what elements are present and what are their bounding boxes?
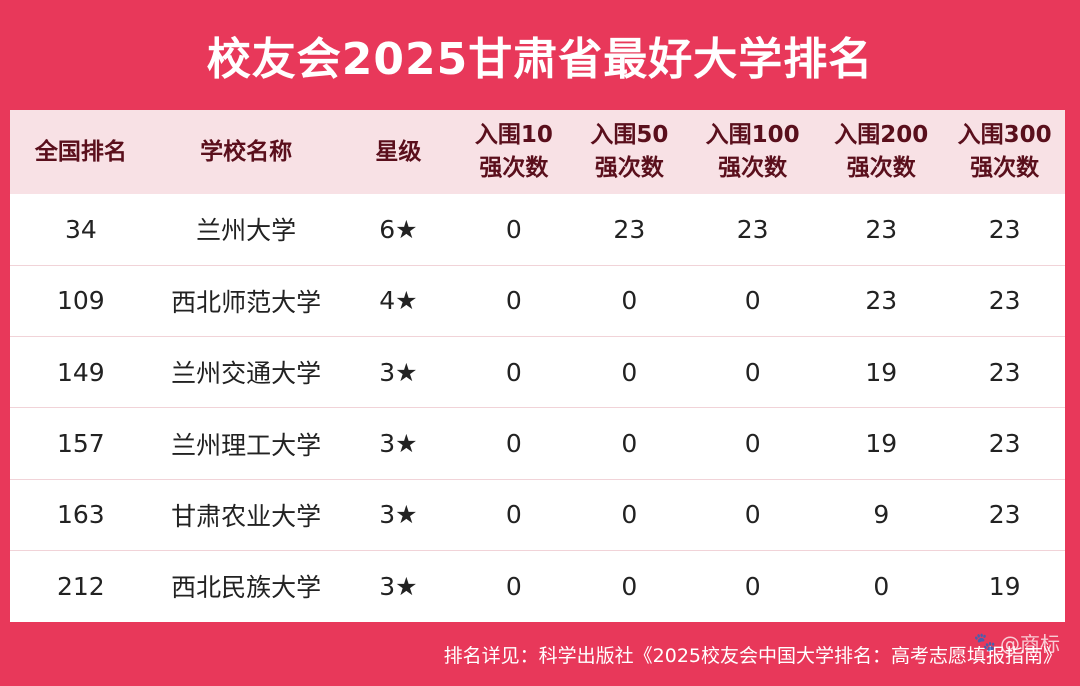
top10-cell: 0 bbox=[505, 429, 522, 459]
top200-cell: 19 bbox=[865, 357, 898, 387]
header-top100-count: 入围100 强次数 bbox=[705, 122, 800, 181]
top50-cell: 0 bbox=[621, 357, 638, 387]
page-title: 校友会2025甘肃省最好大学排名 bbox=[206, 34, 874, 85]
top100-cell: 0 bbox=[744, 500, 761, 530]
rank-cell: 149 bbox=[56, 357, 105, 387]
ranking-table: 全国排名 学校名称 星级 入围10 强次数 入围50 强次数 入围100 强次数… bbox=[10, 110, 1065, 622]
top10-cell: 0 bbox=[505, 571, 522, 601]
top200-cell: 0 bbox=[873, 571, 890, 601]
school-name-cell: 兰州理工大学 bbox=[171, 430, 322, 460]
table-row: 109 西北师范大学 4★ 0 0 0 23 23 bbox=[10, 265, 1065, 337]
top200-cell: 23 bbox=[865, 214, 898, 244]
top100-cell: 0 bbox=[744, 429, 761, 459]
top50-cell: 23 bbox=[613, 214, 646, 244]
school-name-cell: 兰州交通大学 bbox=[171, 359, 322, 389]
header-national-rank: 全国排名 bbox=[34, 138, 127, 165]
rank-cell: 212 bbox=[56, 571, 105, 601]
star-cell: 3★ bbox=[379, 571, 418, 601]
top300-cell: 23 bbox=[988, 429, 1021, 459]
star-cell: 3★ bbox=[379, 357, 418, 387]
top10-cell: 0 bbox=[505, 286, 522, 316]
school-name-cell: 西北师范大学 bbox=[171, 287, 322, 317]
table-header-row: 全国排名 学校名称 星级 入围10 强次数 入围50 强次数 入围100 强次数… bbox=[10, 110, 1065, 194]
ranking-table-card: 全国排名 学校名称 星级 入围10 强次数 入围50 强次数 入围100 强次数… bbox=[10, 110, 1065, 622]
rank-cell: 34 bbox=[64, 214, 97, 244]
paw-icon: 🐾 bbox=[973, 632, 996, 653]
star-cell: 4★ bbox=[379, 286, 418, 316]
school-name-cell: 西北民族大学 bbox=[171, 573, 322, 603]
top50-cell: 0 bbox=[621, 429, 638, 459]
rank-cell: 157 bbox=[56, 429, 105, 459]
top50-cell: 0 bbox=[621, 571, 638, 601]
header-top300-count: 入围300 强次数 bbox=[957, 122, 1052, 181]
table-row: 212 西北民族大学 3★ 0 0 0 0 19 bbox=[10, 550, 1065, 621]
top50-cell: 0 bbox=[621, 500, 638, 530]
header-top200-count: 入围200 强次数 bbox=[834, 122, 929, 181]
table-row: 149 兰州交通大学 3★ 0 0 0 19 23 bbox=[10, 337, 1065, 408]
watermark-text: @商标 bbox=[1000, 632, 1060, 656]
star-cell: 3★ bbox=[379, 500, 418, 530]
header-top50-count: 入围50 强次数 bbox=[590, 122, 669, 181]
top100-cell: 23 bbox=[736, 214, 769, 244]
top300-cell: 23 bbox=[988, 357, 1021, 387]
top200-cell: 19 bbox=[865, 429, 898, 459]
top300-cell: 23 bbox=[988, 500, 1021, 530]
star-cell: 3★ bbox=[379, 429, 418, 459]
header-school-name: 学校名称 bbox=[200, 138, 293, 165]
header-star-level: 星级 bbox=[375, 138, 422, 165]
watermark: 🐾 @商标 bbox=[974, 628, 1060, 657]
school-name-cell: 兰州大学 bbox=[196, 216, 297, 246]
top100-cell: 0 bbox=[744, 571, 761, 601]
rank-cell: 163 bbox=[56, 500, 105, 530]
top300-cell: 19 bbox=[988, 571, 1021, 601]
header-top10-count: 入围10 强次数 bbox=[474, 122, 553, 181]
top100-cell: 0 bbox=[744, 286, 761, 316]
top300-cell: 23 bbox=[988, 214, 1021, 244]
top10-cell: 0 bbox=[505, 500, 522, 530]
source-note: 排名详见：科学出版社《2025校友会中国大学排名：高考志愿填报指南》 bbox=[443, 644, 1062, 667]
school-name-cell: 甘肃农业大学 bbox=[171, 501, 322, 531]
top10-cell: 0 bbox=[505, 357, 522, 387]
top300-cell: 23 bbox=[988, 286, 1021, 316]
star-cell: 6★ bbox=[379, 214, 418, 244]
top200-cell: 9 bbox=[873, 500, 890, 530]
top100-cell: 0 bbox=[744, 357, 761, 387]
rank-cell: 109 bbox=[56, 286, 105, 316]
footer-bar: 排名详见：科学出版社《2025校友会中国大学排名：高考志愿填报指南》 bbox=[0, 622, 1080, 686]
table-row: 163 甘肃农业大学 3★ 0 0 0 9 23 bbox=[10, 479, 1065, 551]
top200-cell: 23 bbox=[865, 286, 898, 316]
table-row: 157 兰州理工大学 3★ 0 0 0 19 23 bbox=[10, 408, 1065, 480]
top10-cell: 0 bbox=[505, 214, 522, 244]
table-row: 34 兰州大学 6★ 0 23 23 23 23 bbox=[10, 194, 1065, 266]
top50-cell: 0 bbox=[621, 286, 638, 316]
